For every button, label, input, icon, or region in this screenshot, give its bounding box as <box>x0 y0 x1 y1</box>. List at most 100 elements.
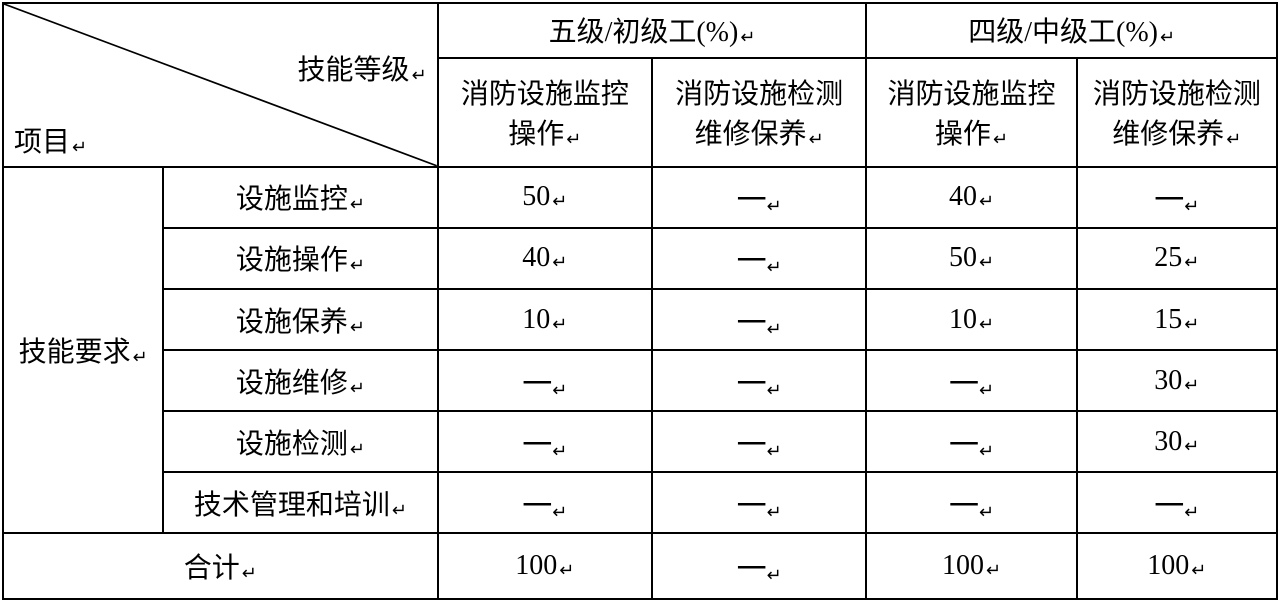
return-mark-icon: ↵ <box>350 194 365 215</box>
cell: 25↵ <box>1077 228 1277 289</box>
cell: 一↵ <box>652 167 866 228</box>
return-mark-icon: ↵ <box>740 27 755 48</box>
subheader-4-line1: 消防设施检测 <box>1093 79 1261 110</box>
return-mark-icon: ↵ <box>767 502 782 523</box>
return-mark-icon: ↵ <box>552 191 567 212</box>
subheader-4-line2: 维修保养 <box>1112 119 1224 150</box>
row-label: 技术管理和培训↵ <box>163 472 437 533</box>
return-mark-icon: ↵ <box>392 500 407 521</box>
cell: 50↵ <box>866 228 1076 289</box>
return-mark-icon: ↵ <box>1184 436 1199 457</box>
row-label: 设施保养↵ <box>163 289 437 350</box>
footer-cell: 100↵ <box>866 533 1076 599</box>
subheader-3: 消防设施监控 操作↵ <box>866 58 1076 167</box>
footer-row: 合计↵ 100↵ 一↵ 100↵ 100↵ <box>3 533 1277 599</box>
table-row: 设施保养↵ 10↵ 一↵ 10↵ 15↵ <box>3 289 1277 350</box>
cell: 一↵ <box>652 228 866 289</box>
cell: 一↵ <box>652 411 866 472</box>
return-mark-icon: ↵ <box>133 347 148 368</box>
return-mark-icon: ↵ <box>1184 252 1199 273</box>
return-mark-icon: ↵ <box>767 196 782 217</box>
header-group-1: 五级/初级工(%)↵ <box>438 3 867 58</box>
return-mark-icon: ↵ <box>242 563 257 584</box>
subheader-2-line1: 消防设施检测 <box>675 79 843 110</box>
return-mark-icon: ↵ <box>1184 502 1199 523</box>
row-label: 设施检测↵ <box>163 411 437 472</box>
return-mark-icon: ↵ <box>979 380 994 401</box>
return-mark-icon: ↵ <box>350 378 365 399</box>
return-mark-icon: ↵ <box>767 257 782 278</box>
return-mark-icon: ↵ <box>1184 375 1199 396</box>
footer-cell: 一↵ <box>652 533 866 599</box>
return-mark-icon: ↵ <box>559 560 574 581</box>
diag-top-label: 技能等级↵ <box>298 48 427 88</box>
row-label: 设施监控↵ <box>163 167 437 228</box>
return-mark-icon: ↵ <box>552 380 567 401</box>
return-mark-icon: ↵ <box>767 565 782 586</box>
subheader-4: 消防设施检测 维修保养↵ <box>1077 58 1277 167</box>
return-mark-icon: ↵ <box>993 129 1008 150</box>
return-mark-icon: ↵ <box>552 252 567 273</box>
cell: 一↵ <box>652 472 866 533</box>
return-mark-icon: ↵ <box>1184 196 1199 217</box>
return-mark-icon: ↵ <box>979 441 994 462</box>
return-mark-icon: ↵ <box>350 255 365 276</box>
footer-cell: 100↵ <box>1077 533 1277 599</box>
table-row: 技术管理和培训↵ 一↵ 一↵ 一↵ 一↵ <box>3 472 1277 533</box>
subheader-1: 消防设施监控 操作↵ <box>438 58 652 167</box>
return-mark-icon: ↵ <box>1160 27 1175 48</box>
return-mark-icon: ↵ <box>767 380 782 401</box>
footer-label: 合计↵ <box>3 533 438 599</box>
diagonal-header-cell: 技能等级↵ 项目↵ <box>3 3 438 167</box>
cell: 一↵ <box>438 472 652 533</box>
table-row: 技能要求↵ 设施监控↵ 50↵ 一↵ 40↵ 一↵ <box>3 167 1277 228</box>
cell: 30↵ <box>1077 411 1277 472</box>
return-mark-icon: ↵ <box>552 314 567 335</box>
return-mark-icon: ↵ <box>979 314 994 335</box>
cell: 40↵ <box>866 167 1076 228</box>
return-mark-icon: ↵ <box>566 129 581 150</box>
return-mark-icon: ↵ <box>1191 560 1206 581</box>
cell: 一↵ <box>866 472 1076 533</box>
cell: 一↵ <box>652 350 866 411</box>
row-group-label: 技能要求↵ <box>3 167 163 534</box>
return-mark-icon: ↵ <box>350 317 365 338</box>
return-mark-icon: ↵ <box>350 439 365 460</box>
diag-bottom-label: 项目↵ <box>14 120 87 160</box>
header-row-1: 技能等级↵ 项目↵ 五级/初级工(%)↵ 四级/中级工(%)↵ <box>3 3 1277 58</box>
cell: 15↵ <box>1077 289 1277 350</box>
footer-cell: 100↵ <box>438 533 652 599</box>
return-mark-icon: ↵ <box>986 560 1001 581</box>
cell: 一↵ <box>1077 167 1277 228</box>
subheader-1-line1: 消防设施监控 <box>461 79 629 110</box>
cell: 一↵ <box>438 350 652 411</box>
return-mark-icon: ↵ <box>767 319 782 340</box>
return-mark-icon: ↵ <box>979 252 994 273</box>
return-mark-icon: ↵ <box>72 137 87 158</box>
table-row: 设施操作↵ 40↵ 一↵ 50↵ 25↵ <box>3 228 1277 289</box>
cell: 10↵ <box>438 289 652 350</box>
header-group-2: 四级/中级工(%)↵ <box>866 3 1277 58</box>
cell: 一↵ <box>866 350 1076 411</box>
return-mark-icon: ↵ <box>552 502 567 523</box>
cell: 一↵ <box>652 289 866 350</box>
return-mark-icon: ↵ <box>809 129 824 150</box>
return-mark-icon: ↵ <box>1184 314 1199 335</box>
table-row: 设施检测↵ 一↵ 一↵ 一↵ 30↵ <box>3 411 1277 472</box>
return-mark-icon: ↵ <box>1226 129 1241 150</box>
row-label: 设施维修↵ <box>163 350 437 411</box>
subheader-1-line2: 操作 <box>508 119 564 150</box>
skill-table: 技能等级↵ 项目↵ 五级/初级工(%)↵ 四级/中级工(%)↵ 消防设施监控 操… <box>2 2 1278 600</box>
cell: 一↵ <box>438 411 652 472</box>
subheader-2: 消防设施检测 维修保养↵ <box>652 58 866 167</box>
return-mark-icon: ↵ <box>767 441 782 462</box>
subheader-3-line1: 消防设施监控 <box>887 79 1055 110</box>
subheader-3-line2: 操作 <box>935 119 991 150</box>
cell: 一↵ <box>1077 472 1277 533</box>
cell: 50↵ <box>438 167 652 228</box>
return-mark-icon: ↵ <box>552 441 567 462</box>
cell: 30↵ <box>1077 350 1277 411</box>
return-mark-icon: ↵ <box>979 191 994 212</box>
cell: 一↵ <box>866 411 1076 472</box>
return-mark-icon: ↵ <box>979 502 994 523</box>
